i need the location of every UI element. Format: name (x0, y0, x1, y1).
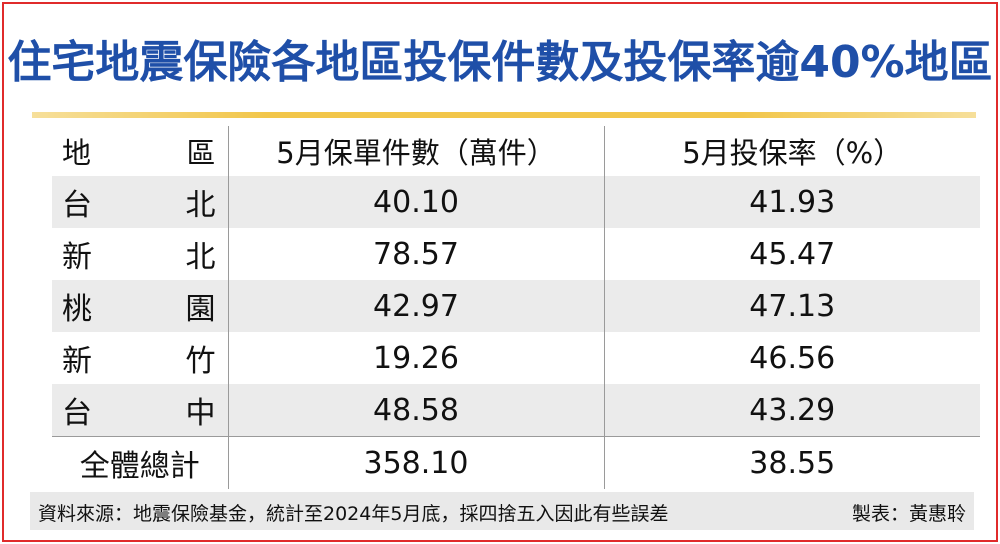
region-cell: 新 竹 (52, 332, 228, 384)
header-policies: 5月保單件數（萬件） (227, 126, 604, 176)
header-region: 地 區 (52, 126, 228, 176)
total-rate-cell: 38.55 (603, 436, 980, 489)
rate-cell: 41.93 (603, 176, 980, 228)
region-char: 台 (62, 396, 92, 431)
region-cell: 台 北 (52, 176, 228, 228)
header-region-char-1: 地 (62, 136, 92, 170)
rate-cell: 47.13 (603, 280, 980, 332)
header-region-char-2: 區 (186, 136, 216, 170)
region-cell: 台 中 (52, 384, 228, 437)
total-label: 全體總計 (79, 449, 200, 484)
policies-cell: 78.57 (227, 228, 604, 280)
credit-note: 製表：黃惠聆 (851, 503, 966, 525)
region-char: 竹 (185, 344, 216, 379)
policies-cell: 48.58 (227, 384, 604, 437)
region-cell: 桃 園 (52, 280, 228, 332)
rate-cell: 46.56 (603, 332, 980, 384)
table-row-total: 全體總計 358.10 38.55 (52, 436, 980, 489)
chart-title: 住宅地震保險各地區投保件數及投保率逾40%地區 (7, 37, 993, 88)
table-row-new-taipei: 新 北 78.57 45.47 (52, 228, 980, 280)
region-char: 新 (62, 240, 92, 275)
footer-bar: 資料來源：地震保險基金，統計至2024年5月底，採四捨五入因此有些誤差 製表：黃… (30, 492, 974, 530)
table-row-taipei: 台 北 40.10 41.93 (52, 176, 980, 228)
region-char: 北 (185, 188, 216, 223)
data-table: 地 區 5月保單件數（萬件） 5月投保率（%） 台 北 40.10 41.93 (52, 126, 980, 489)
total-policies-cell: 358.10 (227, 436, 604, 489)
region-char: 新 (62, 344, 92, 379)
title-underline (32, 112, 976, 118)
table-row-taichung: 台 中 48.58 43.29 (52, 384, 980, 437)
region-char: 園 (185, 292, 216, 327)
region-cell: 新 北 (52, 228, 228, 280)
source-note: 資料來源：地震保險基金，統計至2024年5月底，採四捨五入因此有些誤差 (38, 503, 669, 525)
region-char: 桃 (62, 292, 92, 327)
region-char: 中 (185, 396, 216, 431)
header-rate: 5月投保率（%） (603, 126, 980, 176)
table-row-hsinchu: 新 竹 19.26 46.56 (52, 332, 980, 384)
region-char: 台 (62, 188, 92, 223)
policies-cell: 42.97 (227, 280, 604, 332)
policies-cell: 19.26 (227, 332, 604, 384)
policies-cell: 40.10 (227, 176, 604, 228)
table-row-taoyuan: 桃 園 42.97 47.13 (52, 280, 980, 332)
rate-cell: 43.29 (603, 384, 980, 437)
rate-cell: 45.47 (603, 228, 980, 280)
total-label-cell: 全體總計 (52, 436, 228, 489)
header-row: 地 區 5月保單件數（萬件） 5月投保率（%） (52, 126, 980, 176)
region-char: 北 (185, 240, 216, 275)
